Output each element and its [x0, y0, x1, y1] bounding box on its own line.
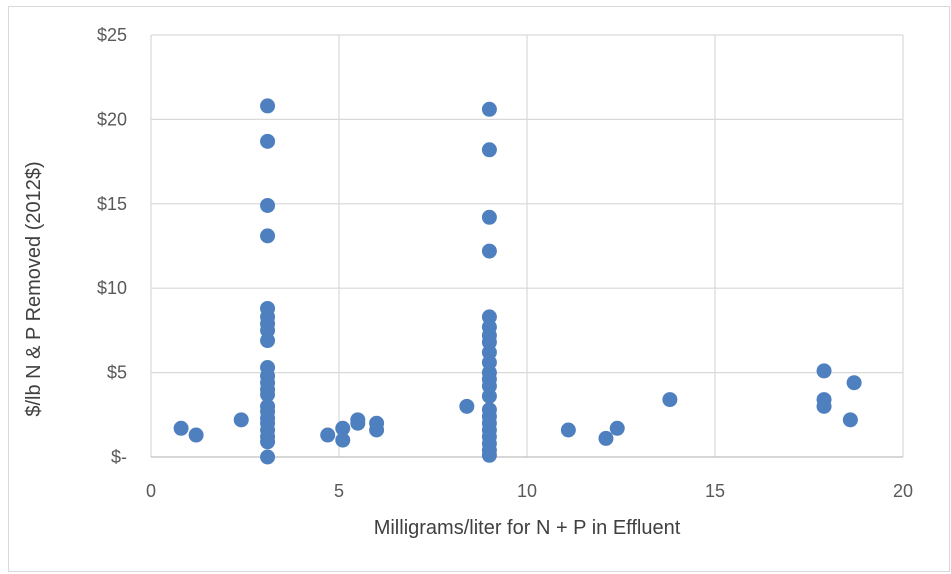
y-tick-label: $25	[97, 25, 127, 45]
data-point	[188, 427, 204, 443]
data-point	[816, 363, 832, 379]
data-point	[260, 449, 276, 465]
data-point	[481, 142, 497, 158]
data-point	[260, 333, 276, 349]
x-tick-label: 5	[334, 481, 344, 501]
data-point	[260, 434, 276, 450]
y-tick-labels: $- $5 $10 $15 $20 $25	[97, 25, 127, 467]
data-points	[173, 98, 862, 465]
gridlines	[150, 34, 904, 458]
data-point	[481, 209, 497, 225]
data-point	[233, 412, 249, 428]
x-tick-label: 0	[146, 481, 156, 501]
data-point	[320, 427, 336, 443]
data-point	[598, 430, 614, 446]
y-tick-label: $10	[97, 278, 127, 298]
data-point	[260, 197, 276, 213]
y-axis-title: $/lb N & P Removed (2012$)	[23, 161, 45, 416]
x-tick-labels: 0 5 10 15 20	[146, 481, 913, 501]
data-point	[350, 415, 366, 431]
data-point	[481, 447, 497, 463]
data-point	[481, 243, 497, 259]
data-point	[260, 228, 276, 244]
y-tick-label: $5	[107, 363, 127, 383]
data-point	[481, 101, 497, 117]
data-point	[335, 420, 351, 436]
data-point	[459, 398, 475, 414]
data-point	[662, 392, 678, 408]
y-tick-label: $15	[97, 194, 127, 214]
data-point	[816, 398, 832, 414]
data-point	[846, 375, 862, 391]
data-point	[369, 422, 385, 438]
chart-frame	[8, 6, 950, 572]
data-point	[842, 412, 858, 428]
data-point	[609, 420, 625, 436]
y-tick-label: $-	[111, 447, 127, 467]
data-point	[260, 387, 276, 403]
data-point	[260, 98, 276, 114]
data-point	[260, 133, 276, 149]
data-point	[481, 388, 497, 404]
x-tick-label: 20	[893, 481, 913, 501]
data-point	[560, 422, 576, 438]
y-tick-label: $20	[97, 109, 127, 129]
x-tick-label: 15	[705, 481, 725, 501]
x-axis-title: Milligrams/liter for N + P in Effluent	[374, 517, 681, 539]
x-tick-label: 10	[517, 481, 537, 501]
data-point	[173, 420, 189, 436]
data-point	[335, 432, 351, 448]
